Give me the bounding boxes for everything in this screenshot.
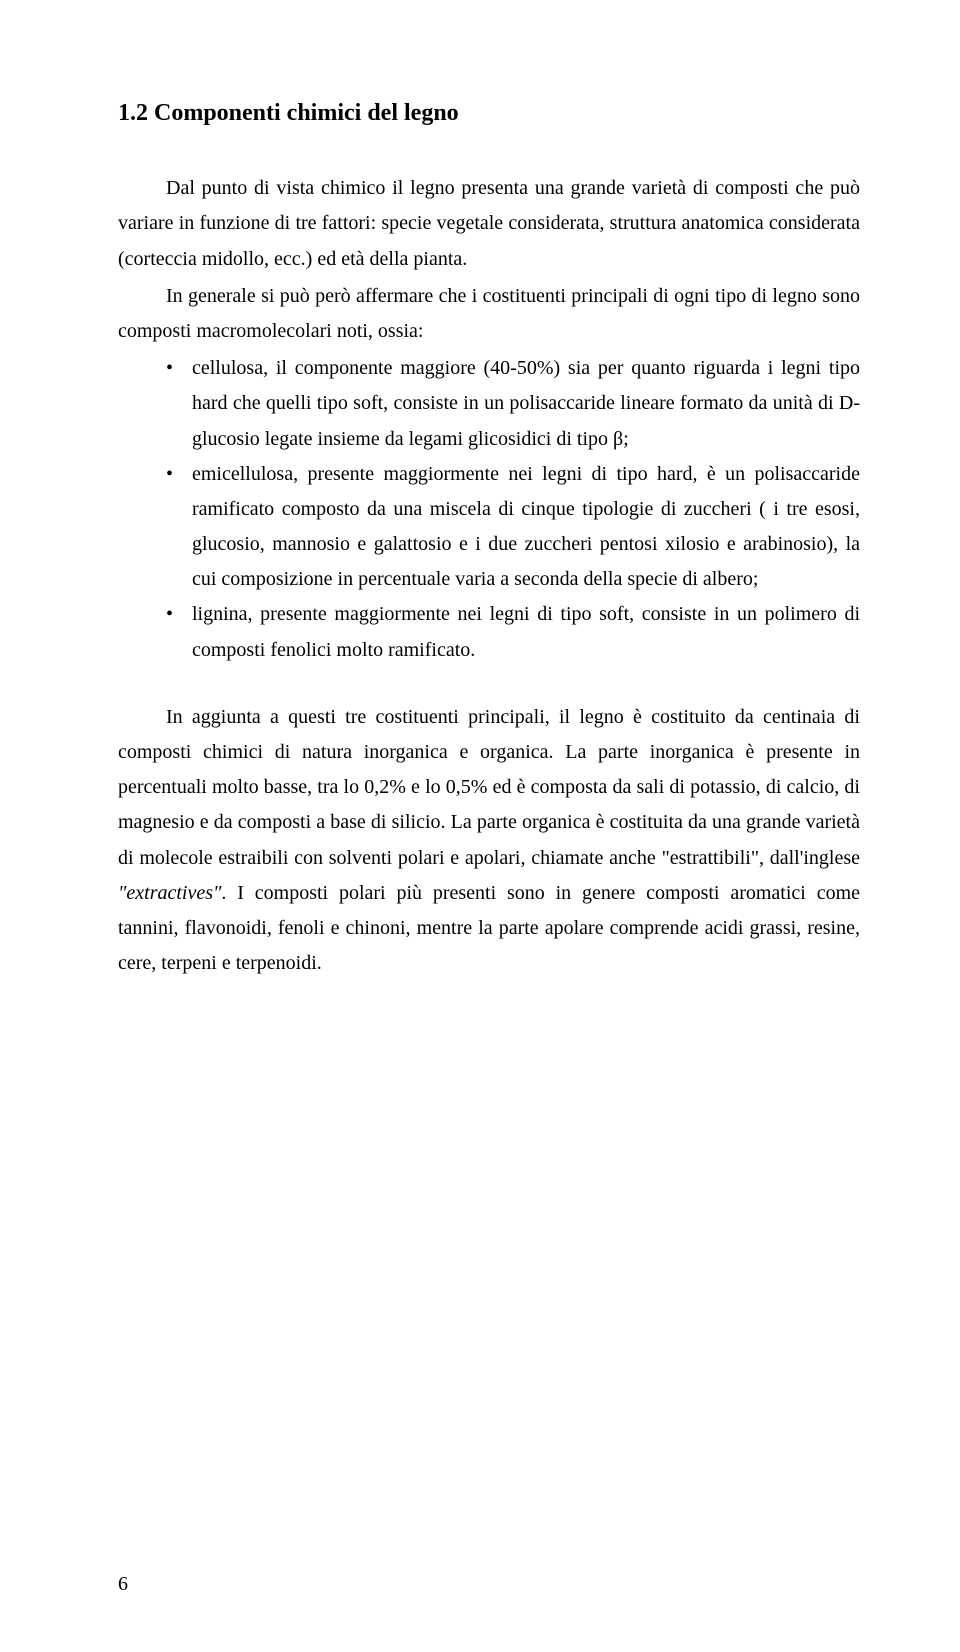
paragraph-3-italic: "extractives" [118, 882, 221, 904]
bullet-list: cellulosa, il componente maggiore (40-50… [118, 351, 860, 668]
paragraph-3-b: . I composti polari più presenti sono in… [118, 882, 860, 974]
bullet-item-2: emicellulosa, presente maggiormente nei … [118, 457, 860, 598]
paragraph-3: In aggiunta a questi tre costituenti pri… [118, 700, 860, 982]
section-heading: 1.2 Componenti chimici del legno [118, 98, 860, 129]
page-number: 6 [118, 1573, 128, 1596]
paragraph-1: Dal punto di vista chimico il legno pres… [118, 171, 860, 277]
bullet-item-3: lignina, presente maggiormente nei legni… [118, 597, 860, 667]
paragraph-2-intro: In generale si può però affermare che i … [118, 279, 860, 349]
paragraph-3-a: In aggiunta a questi tre costituenti pri… [118, 706, 860, 869]
bullet-item-1: cellulosa, il componente maggiore (40-50… [118, 351, 860, 457]
page-container: 1.2 Componenti chimici del legno Dal pun… [0, 0, 960, 1652]
spacer [118, 668, 860, 700]
